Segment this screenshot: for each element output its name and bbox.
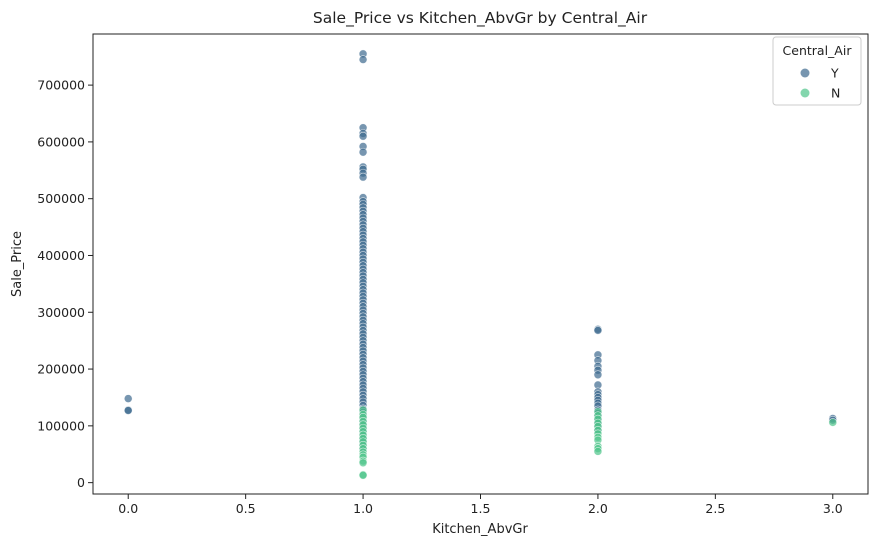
- x-tick-label: 2.5: [705, 501, 725, 516]
- chart-title: Sale_Price vs Kitchen_AbvGr by Central_A…: [313, 9, 648, 28]
- legend-label-n: N: [831, 86, 840, 101]
- y-tick-label: 600000: [37, 134, 85, 149]
- x-tick-label: 1.0: [353, 501, 373, 516]
- legend-marker-y: [800, 68, 810, 78]
- data-point-y: [123, 406, 133, 415]
- data-point-n: [828, 418, 838, 427]
- legend: Central_Air Y N: [772, 36, 862, 106]
- y-tick-label: 400000: [37, 248, 85, 263]
- y-axis: 0 100000 200000 300000 400000 500000 600000 700…: [37, 78, 93, 490]
- data-point-y: [593, 370, 603, 380]
- data-point-y: [358, 55, 368, 64]
- data-point-y: [358, 131, 368, 141]
- x-tick-label: 3.0: [823, 501, 843, 516]
- data-point-y: [593, 326, 603, 335]
- data-point-n: [593, 447, 603, 456]
- data-point-n: [358, 458, 368, 468]
- data-point-y: [358, 147, 368, 157]
- data-point-y: [358, 172, 368, 182]
- legend-label-y: Y: [830, 66, 839, 81]
- legend-marker-n: [800, 88, 810, 98]
- plot-frame: [92, 33, 869, 495]
- y-tick-label: 100000: [37, 418, 85, 433]
- y-tick-label: 700000: [37, 78, 85, 93]
- y-tick-label: 0: [77, 475, 85, 490]
- data-point-n: [358, 470, 368, 480]
- x-tick-label: 2.0: [588, 501, 608, 516]
- y-tick-label: 500000: [37, 191, 85, 206]
- points-layer: [123, 49, 838, 480]
- x-axis: 0.0 0.5 1.0 1.5 2.0 2.5 3.0: [118, 494, 843, 516]
- y-axis-label: Sale_Price: [10, 231, 25, 297]
- x-tick-label: 0.0: [118, 501, 138, 516]
- x-tick-label: 1.5: [471, 501, 491, 516]
- legend-title: Central_Air: [783, 43, 853, 58]
- x-tick-label: 0.5: [236, 501, 256, 516]
- data-point-y: [123, 394, 133, 403]
- y-tick-label: 200000: [37, 362, 85, 377]
- legend-box: [772, 36, 862, 106]
- x-axis-label: Kitchen_AbvGr: [432, 522, 528, 537]
- y-tick-label: 300000: [37, 305, 85, 320]
